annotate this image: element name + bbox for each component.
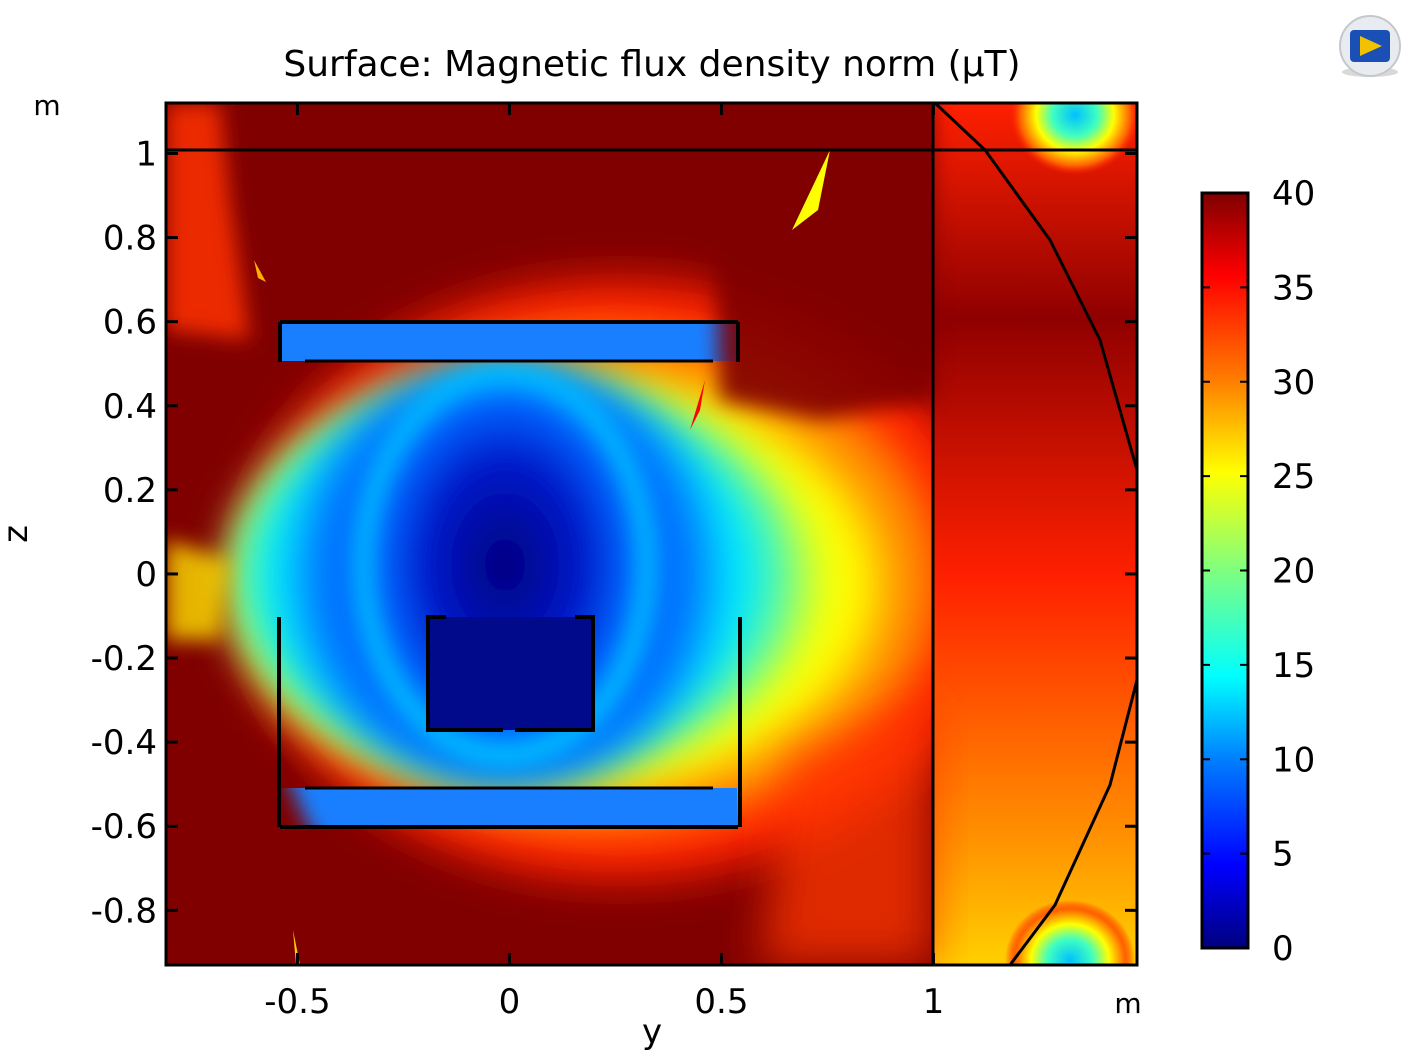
colorbar-tick-label: 10	[1272, 740, 1315, 780]
colorbar-tick-label: 40	[1272, 174, 1315, 214]
y-tick-label: 0.6	[103, 303, 157, 343]
geometry-lines	[166, 103, 1137, 965]
left-edge-yellow	[166, 540, 230, 640]
colorbar-tick-label: 15	[1272, 646, 1315, 686]
outer-arc-line	[933, 103, 1137, 471]
colorbar-tick-label: 5	[1272, 835, 1294, 875]
top-right-spot	[1010, 103, 1137, 175]
upper-left-red	[166, 103, 250, 340]
colorbar-tick-label: 30	[1272, 363, 1315, 403]
y-tick-label: -0.6	[91, 807, 157, 847]
y-tick-label: -0.2	[91, 639, 157, 679]
inner-box-field	[428, 617, 593, 730]
y-axis-label: z	[0, 525, 36, 543]
artifact-3	[690, 380, 705, 430]
y-axis-unit: m	[33, 89, 60, 122]
outer-arc-line-lower	[1008, 679, 1137, 965]
colorbar-ticks: 0 5 10 15 20 25 30 35 40	[1202, 174, 1315, 969]
x-tick-label: 0.5	[694, 982, 748, 1022]
x-tick-label: 1	[923, 982, 945, 1022]
y-tick-label: 0.4	[103, 387, 157, 427]
y-axis-ticks: -0.8 -0.6 -0.4 -0.2 0 0.2 0.4 0.6 0.8 1	[91, 134, 1137, 931]
x-axis-label: y	[642, 1012, 662, 1052]
plot-border	[164, 101, 1139, 967]
right-strip-field	[933, 103, 1137, 965]
x-tick-label: -0.5	[264, 982, 330, 1022]
bottom-mid-red	[760, 700, 933, 965]
logo-play	[1360, 36, 1382, 56]
chart-title: Surface: Magnetic flux density norm (µT)	[283, 44, 1020, 85]
x-axis-unit: m	[1114, 987, 1141, 1020]
colorbar: 0 5 10 15 20 25 30 35 40	[1200, 174, 1315, 969]
y-tick-label: -0.4	[91, 723, 157, 763]
top-plate-field	[282, 323, 737, 361]
x-axis-ticks: -0.5 0 0.5 1	[264, 103, 944, 1022]
y-tick-label: -0.8	[91, 891, 157, 931]
colorbar-tick-label: 25	[1272, 457, 1315, 497]
lower-left-dark	[166, 700, 380, 965]
y-tick-label: 0.8	[103, 219, 157, 259]
bottom-plate-field	[282, 788, 737, 826]
artifact-1	[792, 150, 830, 230]
bottom-right-spot	[1005, 900, 1135, 965]
y-tick-label: 0	[135, 555, 157, 595]
y-tick-label: 0.2	[103, 471, 157, 511]
x-tick-label: 0	[499, 982, 521, 1022]
plot-frame	[164, 101, 1139, 967]
y-tick-label: 1	[135, 134, 157, 174]
artifact-2	[254, 260, 266, 282]
inner-box-right	[515, 615, 595, 732]
plot-area	[166, 103, 1137, 965]
top-right-red-fan	[710, 103, 933, 420]
colorbar-tick-label: 20	[1272, 552, 1315, 592]
colorbar-tick-label: 0	[1272, 929, 1294, 969]
colorbar-tick-label: 35	[1272, 268, 1315, 308]
inner-box-left	[426, 615, 503, 732]
comsol-logo-icon	[1339, 15, 1401, 77]
